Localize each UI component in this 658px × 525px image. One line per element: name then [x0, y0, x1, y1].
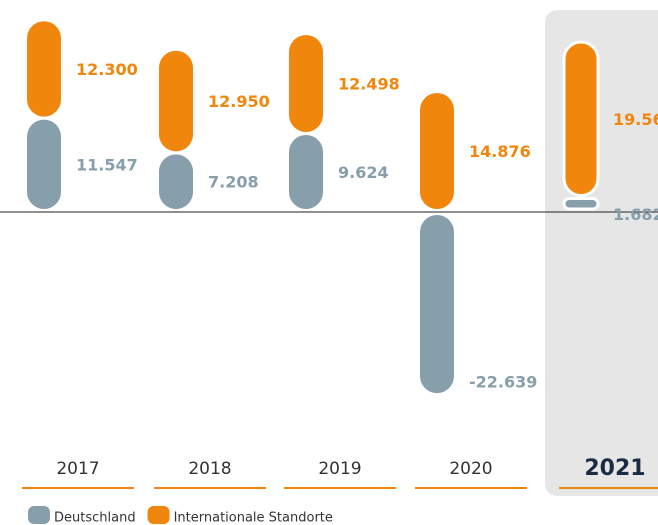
bar-segment: [27, 21, 61, 117]
x-tick-label: 2020: [449, 459, 492, 479]
value-label: 14.876: [469, 142, 531, 161]
value-label: 19.567: [613, 110, 658, 129]
bar-segment: [289, 35, 323, 133]
bar-segment: [562, 40, 600, 198]
legend-label: Deutschland: [54, 511, 136, 525]
value-label: 7.208: [208, 173, 259, 192]
x-tick-label: 2018: [188, 459, 231, 479]
legend-label: Internationale Standorte: [174, 511, 333, 525]
value-label: 11.547: [76, 155, 138, 174]
x-tick-label: 2019: [318, 459, 361, 479]
x-tick-label: 2021: [584, 456, 645, 481]
bar-segment: [27, 119, 61, 209]
bar-segment: [159, 154, 193, 209]
value-label: -22.639: [469, 373, 537, 392]
legend-swatch: [28, 506, 50, 524]
value-label: 9.624: [338, 163, 389, 182]
bar-segment: [289, 135, 323, 209]
x-tick-label: 2017: [56, 459, 99, 479]
legend-swatch: [147, 506, 170, 524]
bar-segment: [562, 197, 600, 211]
bar-segment: [420, 92, 454, 209]
value-label: 12.300: [76, 60, 138, 79]
value-label: 1.682: [613, 205, 658, 224]
value-label: 12.498: [338, 75, 400, 94]
bar-segment: [420, 215, 454, 394]
value-label: 12.950: [208, 92, 270, 111]
bar-segment: [159, 50, 193, 152]
highlight-column: [545, 10, 658, 496]
